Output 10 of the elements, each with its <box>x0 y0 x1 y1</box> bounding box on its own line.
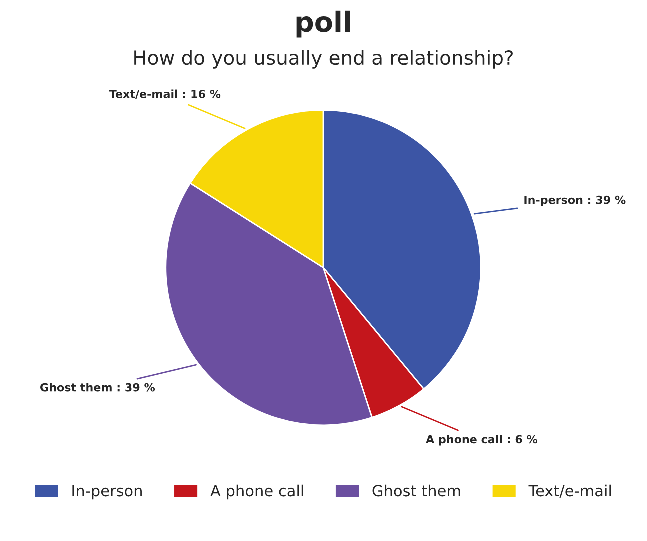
data-label: Text/e-mail : 16 % <box>109 90 221 100</box>
legend-label: Text/e-mail <box>528 484 612 498</box>
legend-label: In-person <box>72 485 142 500</box>
data-label: Ghost them : 39 % <box>40 383 156 392</box>
data-label: In-person : 39 % <box>524 196 626 206</box>
legend-label: Ghost them <box>372 484 460 497</box>
data-label: A phone call : 6 % <box>426 435 538 446</box>
chart-subtitle: How do you usually end a relationship? <box>134 50 513 69</box>
chart-title: poll <box>296 10 350 38</box>
legend-label: A phone call <box>210 484 304 500</box>
